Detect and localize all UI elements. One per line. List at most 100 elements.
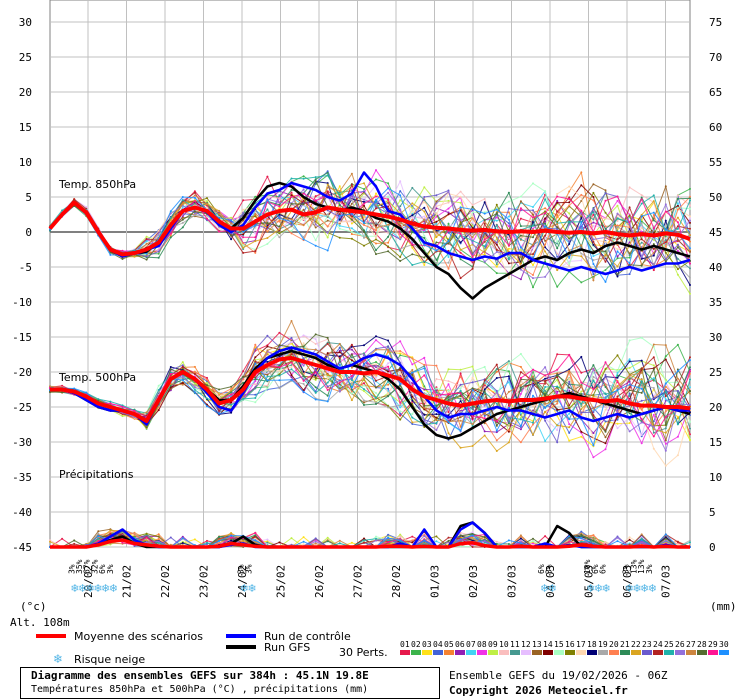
pert-point — [568, 217, 571, 220]
pert-point — [350, 541, 353, 544]
pert-point — [640, 238, 643, 241]
pert-point — [375, 169, 377, 172]
pert-point — [676, 197, 679, 200]
pert-point — [411, 539, 414, 542]
pert-point — [435, 215, 438, 218]
pert-point — [411, 399, 414, 402]
pert-point — [73, 542, 76, 545]
pert-point — [544, 260, 547, 263]
pert-point — [676, 239, 679, 242]
pert-point — [230, 385, 233, 388]
pert-point — [435, 194, 438, 197]
pert-point — [73, 539, 76, 542]
pert-point — [568, 198, 571, 201]
pert-point — [544, 250, 547, 253]
pert-point — [580, 381, 583, 384]
pert-point — [628, 386, 631, 389]
pert-point — [580, 385, 583, 388]
pert-point — [254, 240, 257, 243]
pert-point — [628, 538, 631, 541]
pert-point — [242, 208, 245, 211]
pert-point — [435, 249, 438, 252]
pert-point — [399, 539, 402, 542]
pert-point — [604, 253, 607, 256]
mean-precip-line — [50, 538, 690, 549]
pert-point — [519, 542, 522, 545]
pert-point — [628, 430, 631, 433]
pert-point — [676, 243, 679, 246]
pert-point — [568, 426, 571, 429]
pert-point — [254, 251, 257, 254]
pert-point — [193, 365, 196, 368]
pert-point — [664, 439, 667, 442]
pert-point — [459, 392, 462, 395]
pert-point — [399, 232, 402, 235]
pert-point — [254, 343, 257, 346]
pert-point — [628, 383, 631, 386]
pert-point — [435, 419, 438, 422]
pert-point — [568, 204, 571, 207]
pert-point — [314, 207, 317, 210]
pert-point — [556, 240, 559, 243]
pert-point — [507, 244, 510, 247]
pert-point — [387, 205, 390, 208]
pert-point — [652, 251, 655, 254]
pert-point — [411, 368, 414, 371]
pert-point — [580, 355, 583, 358]
pert-point — [604, 383, 607, 386]
pert-point — [447, 389, 450, 392]
pert-point — [387, 383, 390, 386]
pert-point — [689, 420, 691, 423]
pert-point — [580, 403, 583, 405]
pert-point — [507, 362, 510, 365]
pert-point — [302, 345, 305, 348]
pert-point — [628, 412, 631, 415]
pert-point — [387, 195, 390, 198]
pert-point — [628, 263, 631, 266]
pert-point — [363, 352, 365, 355]
pert-point — [278, 373, 281, 376]
pert-point — [544, 374, 547, 377]
pert-point — [254, 250, 257, 253]
pert-point — [338, 185, 341, 188]
pert-point — [483, 434, 486, 437]
pert-point — [664, 398, 667, 401]
pert-point — [266, 208, 269, 211]
pert-point — [181, 542, 184, 544]
pert-point — [459, 389, 462, 392]
pert-point — [616, 273, 619, 276]
pert-point — [290, 374, 293, 377]
pert-point — [556, 368, 559, 371]
pert-point — [314, 176, 317, 179]
pert-point — [290, 537, 293, 540]
pert-point — [302, 379, 305, 382]
pert-point — [109, 402, 112, 405]
pert-point — [314, 239, 317, 242]
pert-point — [604, 228, 607, 230]
perturbation-lines — [49, 169, 691, 548]
pert-point — [193, 382, 196, 385]
pert-point — [689, 541, 691, 544]
pert-point — [254, 534, 257, 537]
pert-point — [592, 432, 595, 435]
pert-point — [544, 366, 547, 369]
pert-point — [435, 413, 438, 416]
pert-point — [544, 419, 547, 422]
pert-point — [604, 442, 607, 445]
pert-point — [628, 360, 631, 363]
pert-point — [519, 195, 522, 198]
pert-point — [411, 212, 414, 215]
pert-point — [447, 380, 450, 383]
pert-point — [676, 221, 679, 224]
pert-point — [218, 542, 221, 544]
pert-point — [580, 259, 583, 262]
pert-point — [266, 387, 269, 390]
pert-point — [375, 379, 377, 382]
pert-point — [254, 359, 257, 361]
pert-point — [242, 233, 245, 236]
pert-point — [399, 250, 402, 252]
pert-point — [314, 343, 317, 345]
pert-point — [519, 255, 522, 258]
pert-point — [664, 235, 667, 238]
pert-point — [532, 182, 534, 185]
